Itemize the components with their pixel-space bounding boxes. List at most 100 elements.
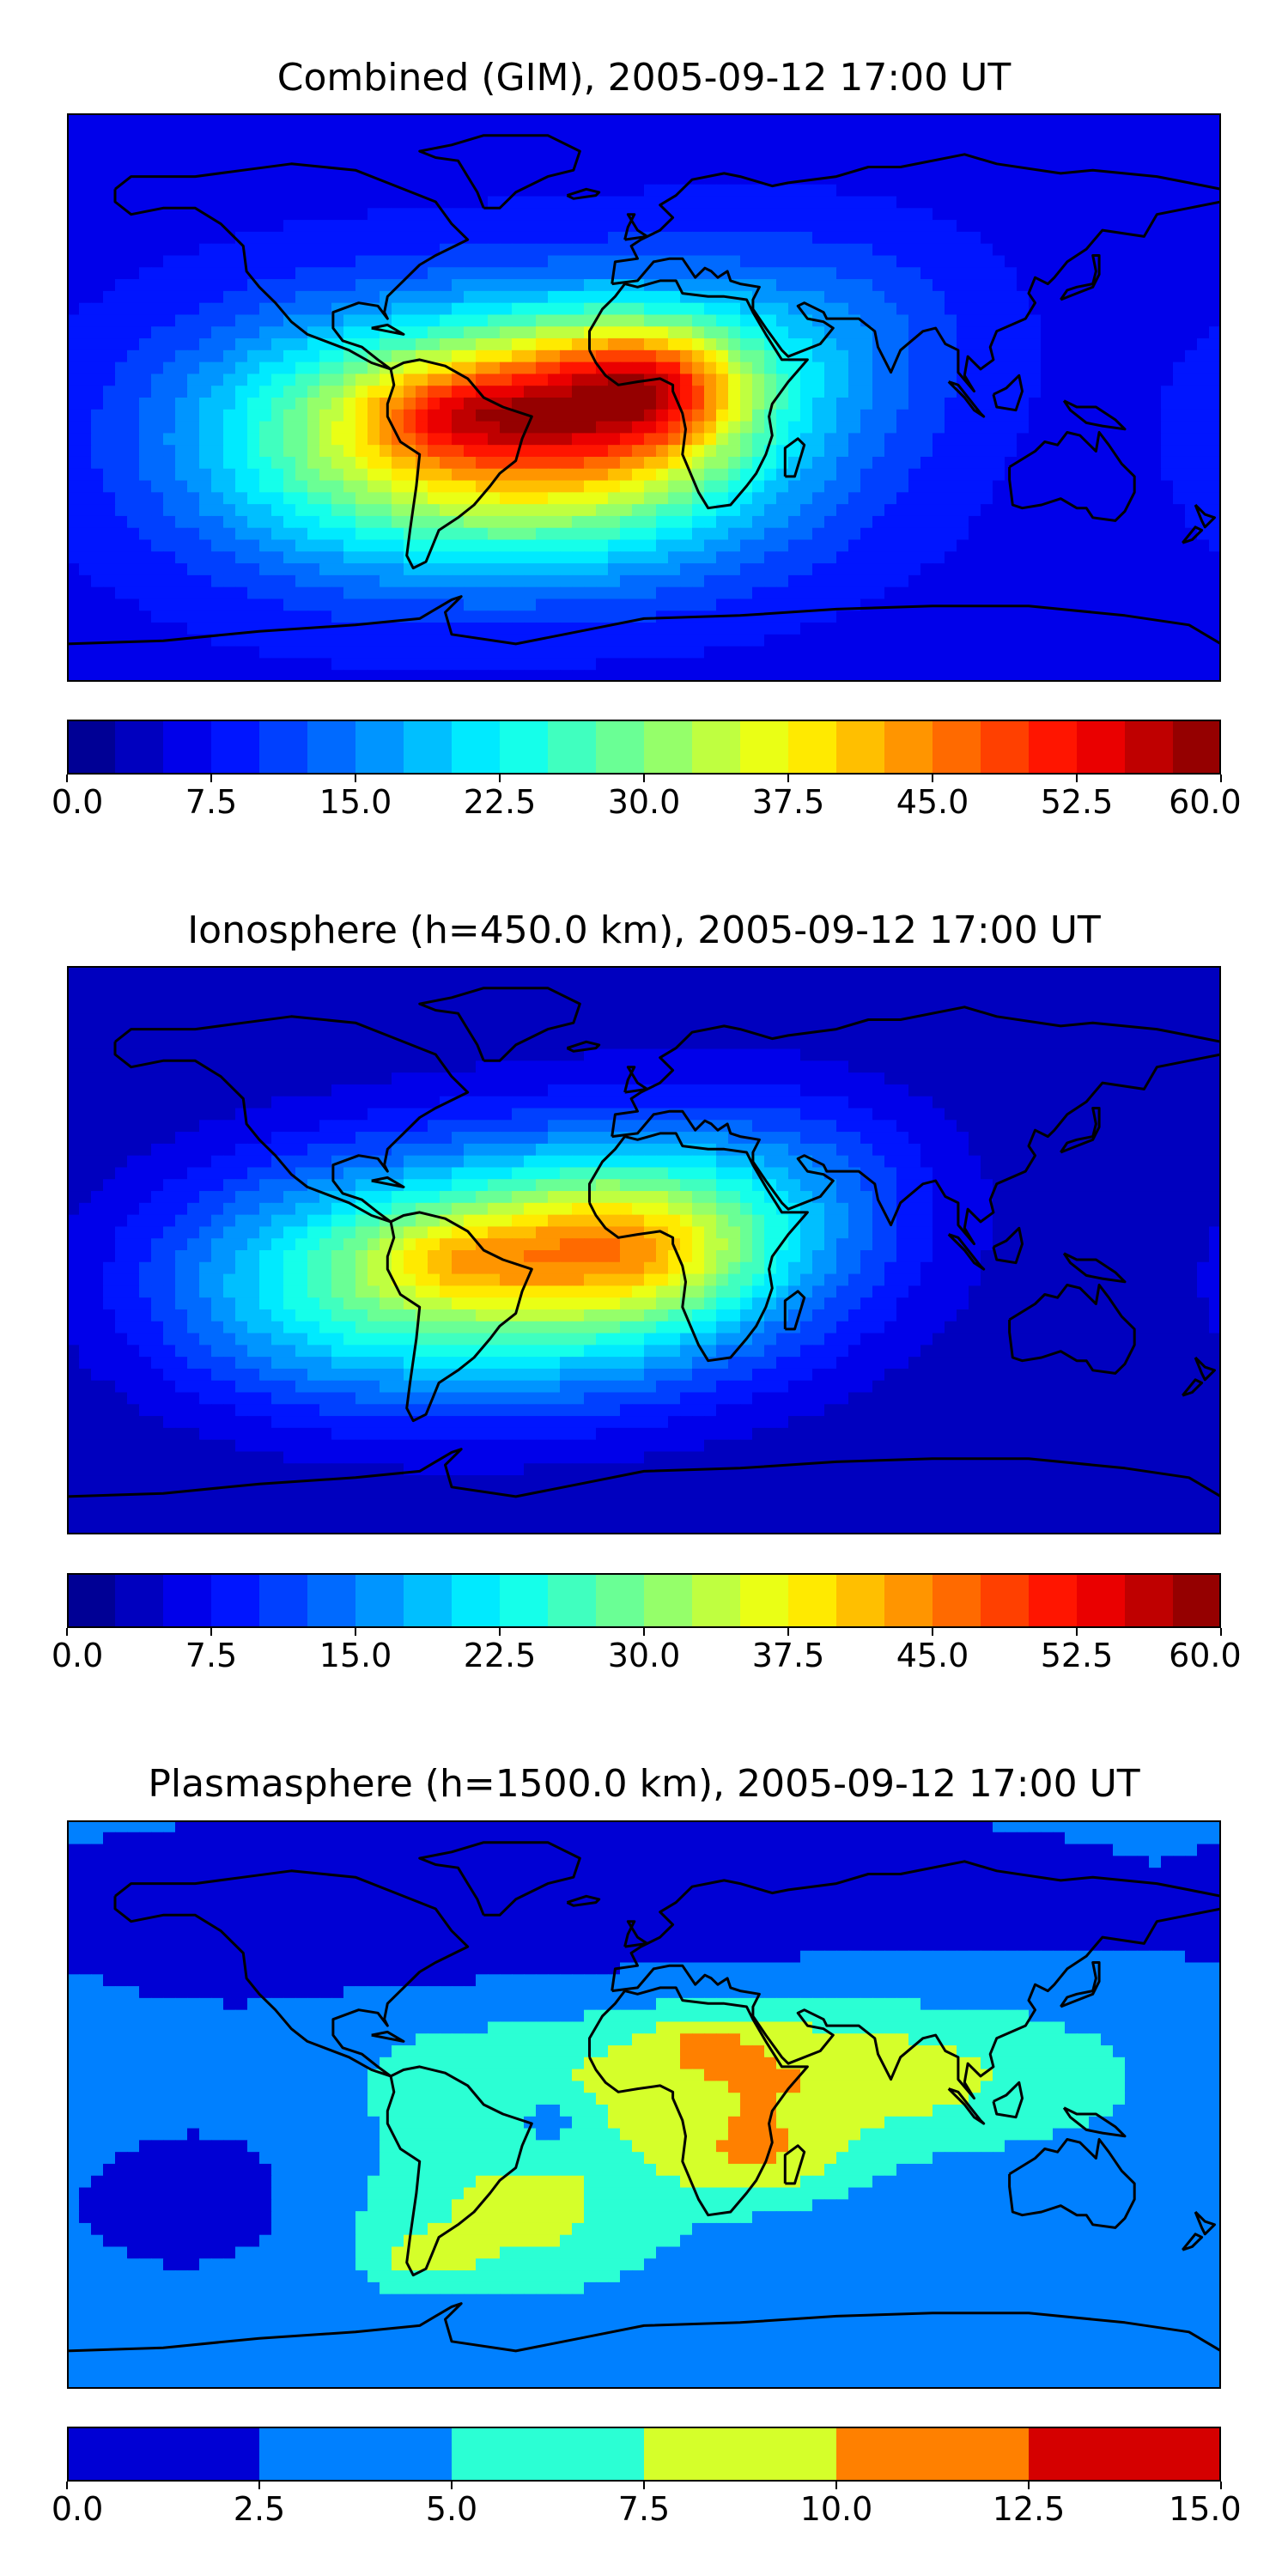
heatmap-cell <box>1005 989 1018 1002</box>
heatmap-cell <box>1065 349 1078 363</box>
heatmap-cell <box>1029 314 1042 327</box>
heatmap-cell <box>355 527 368 541</box>
heatmap-cell <box>1149 646 1162 659</box>
heatmap-cell <box>416 634 428 647</box>
heatmap-cell <box>704 456 717 470</box>
heatmap-cell <box>295 161 308 173</box>
heatmap-cell <box>1197 267 1210 280</box>
heatmap-cell <box>211 989 224 1002</box>
heatmap-cell <box>740 137 753 149</box>
heatmap-cell <box>271 445 284 458</box>
heatmap-cell <box>776 172 789 185</box>
heatmap-cell <box>692 196 705 209</box>
heatmap-cell <box>524 504 537 517</box>
heatmap-cell <box>187 386 200 398</box>
heatmap-cell <box>1065 977 1078 991</box>
heatmap-cell <box>860 149 873 161</box>
heatmap-cell <box>512 161 525 173</box>
heatmap-cell <box>945 551 957 564</box>
heatmap-cell <box>884 149 897 161</box>
heatmap-cell <box>476 326 489 339</box>
heatmap-cell <box>476 504 489 517</box>
heatmap-cell <box>884 338 897 351</box>
heatmap-cell <box>1029 196 1042 209</box>
heatmap-cell <box>331 977 344 991</box>
heatmap-cell <box>933 611 945 623</box>
heatmap-cell <box>836 433 849 446</box>
heatmap-cell <box>355 456 368 470</box>
heatmap-cell <box>572 125 585 138</box>
heatmap-cell <box>836 504 849 517</box>
heatmap-cell <box>368 527 380 541</box>
heatmap-cell <box>680 480 693 493</box>
heatmap-cell <box>620 527 633 541</box>
heatmap-cell <box>1101 172 1114 185</box>
heatmap-cell <box>981 220 993 233</box>
heatmap-cell <box>620 634 633 647</box>
heatmap-cell <box>187 977 200 991</box>
heatmap-cell <box>368 421 380 434</box>
heatmap-cell <box>644 456 657 470</box>
heatmap-cell <box>548 326 561 339</box>
heatmap-cell <box>1197 966 1210 979</box>
heatmap-cell <box>380 220 392 233</box>
heatmap-cell <box>115 515 128 529</box>
heatmap-cell <box>560 574 573 588</box>
heatmap-cell <box>151 551 164 564</box>
heatmap-cell <box>848 125 861 138</box>
heatmap-cell <box>1137 184 1150 197</box>
heatmap-cell <box>175 977 188 991</box>
heatmap-cell <box>1089 361 1102 375</box>
heatmap-cell <box>295 255 308 268</box>
heatmap-cell <box>872 196 885 209</box>
heatmap-cell <box>139 398 152 410</box>
heatmap-cell <box>584 172 597 185</box>
heatmap-cell <box>800 386 813 398</box>
heatmap-cell <box>1041 421 1054 434</box>
heatmap-cell <box>704 220 717 233</box>
heatmap-cell <box>392 658 404 671</box>
heatmap-cell <box>993 480 1005 493</box>
heatmap-cell <box>969 504 981 517</box>
heatmap-cell <box>1173 149 1186 161</box>
heatmap-cell <box>933 361 945 375</box>
heatmap-cell <box>199 386 212 398</box>
heatmap-cell <box>187 623 200 635</box>
heatmap-cell <box>404 468 416 482</box>
heatmap-cell <box>271 255 284 268</box>
heatmap-cell <box>560 539 573 552</box>
heatmap-cell <box>704 492 717 505</box>
heatmap-cell <box>716 302 729 316</box>
heatmap-cell <box>452 658 465 671</box>
heatmap-cell <box>632 527 645 541</box>
heatmap-cell <box>957 290 969 304</box>
heatmap-cell <box>139 255 152 268</box>
heatmap-cell <box>812 374 825 386</box>
heatmap-cell <box>271 527 284 541</box>
heatmap-cell <box>933 551 945 564</box>
heatmap-cell <box>1029 456 1042 470</box>
heatmap-cell <box>1125 196 1138 209</box>
heatmap-cell <box>476 586 489 600</box>
heatmap-cell <box>1149 374 1162 386</box>
heatmap-cell <box>560 349 573 363</box>
heatmap-cell <box>259 302 272 316</box>
heatmap-cell <box>476 255 489 268</box>
heatmap-cell <box>67 113 80 126</box>
heatmap-cell <box>440 338 453 351</box>
heatmap-cell <box>163 646 176 659</box>
heatmap-cell <box>1173 267 1186 280</box>
heatmap-cell <box>812 326 825 339</box>
heatmap-cell <box>1077 314 1090 327</box>
heatmap-cell <box>464 361 477 375</box>
heatmap-cell <box>716 989 729 1002</box>
heatmap-cell <box>824 977 837 991</box>
heatmap-cell <box>728 646 741 659</box>
heatmap-cell <box>584 634 597 647</box>
heatmap-cell <box>428 492 440 505</box>
heatmap-cell <box>404 386 416 398</box>
heatmap-cell <box>464 445 477 458</box>
heatmap-cell <box>1101 623 1114 635</box>
heatmap-cell <box>572 267 585 280</box>
heatmap-cell <box>836 563 849 576</box>
